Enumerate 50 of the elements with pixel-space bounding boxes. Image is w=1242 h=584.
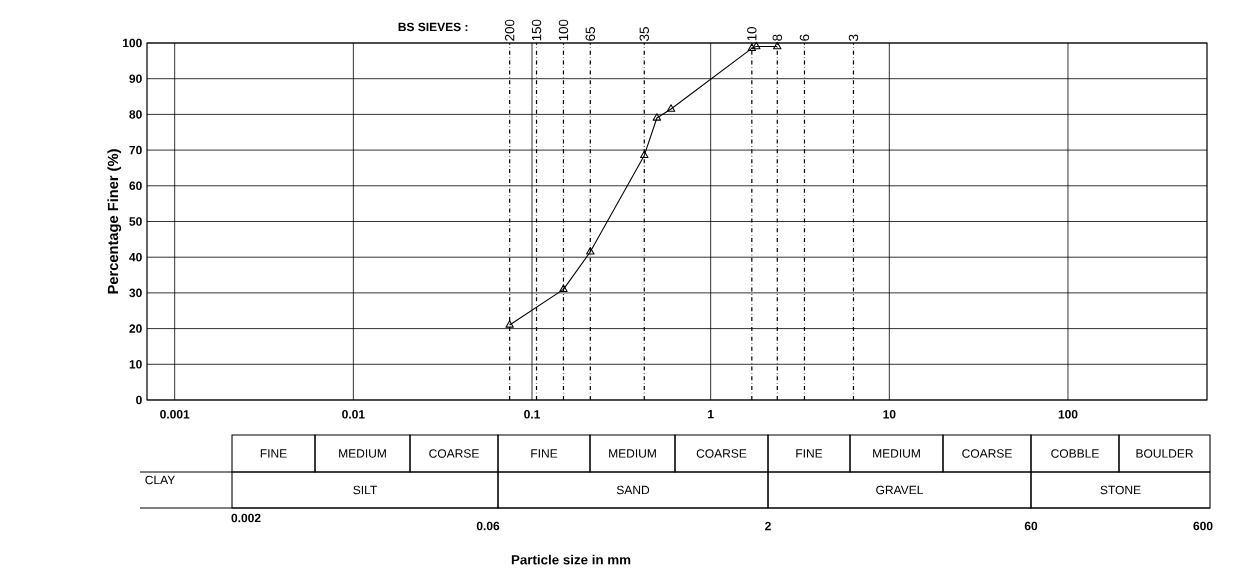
x-tick-label: 10	[883, 410, 896, 419]
x-tick-label: 0.01	[342, 410, 365, 419]
text: SILT	[353, 485, 377, 495]
text: SAND	[616, 485, 650, 495]
y-tick-label: 70	[129, 145, 142, 155]
annotation: 65	[585, 27, 596, 41]
annotation: 6	[799, 34, 810, 41]
text: COARSE	[429, 449, 479, 458]
text: COARSE	[696, 449, 747, 458]
text: COARSE	[962, 449, 1012, 458]
text: CLAY	[145, 475, 175, 485]
annotation: 10	[747, 27, 757, 41]
y-tick-label: 40	[129, 252, 142, 262]
text: FINE	[260, 449, 287, 458]
x-tick-label: 0.001	[160, 410, 190, 419]
text: 0.06	[476, 521, 500, 531]
text: BS SIEVES :	[398, 22, 468, 32]
y-tick-label: 10	[129, 360, 142, 369]
x-tick-label: 1	[708, 410, 714, 419]
text: MEDIUM	[873, 449, 920, 458]
y-tick-label: 90	[129, 74, 142, 83]
x-axis-title: Particle size in mm	[511, 554, 631, 565]
annotation: 3	[848, 34, 859, 41]
y-tick-label: 80	[129, 110, 142, 119]
annotation: 200	[504, 19, 515, 41]
text: 0.002	[231, 513, 261, 523]
text: FINE	[796, 449, 823, 458]
text: STONE	[1100, 485, 1141, 495]
text: FINE	[531, 449, 558, 458]
y-tick-label: 60	[129, 181, 142, 191]
text: 2	[765, 521, 771, 531]
y-tick-label: 0	[136, 395, 142, 405]
y-tick-label: 100	[123, 38, 142, 48]
text: MEDIUM	[339, 449, 386, 458]
x-tick-label: 100	[1058, 410, 1078, 419]
text: COBBLE	[1051, 449, 1099, 458]
text: GRAVEL	[876, 485, 923, 495]
annotation: 35	[639, 27, 649, 41]
text: 600	[1193, 521, 1213, 531]
annotation: 100	[558, 19, 569, 41]
text: 60	[1024, 521, 1038, 531]
y-tick-label: 50	[129, 217, 142, 226]
y-tick-label: 30	[129, 288, 142, 298]
text: BOULDER	[1136, 449, 1193, 458]
y-tick-label: 20	[129, 324, 142, 333]
x-tick-label: 0.1	[524, 410, 541, 419]
annotation: 8	[772, 34, 782, 41]
y-axis-title: Percentage Finer (%)	[107, 149, 122, 294]
text: MEDIUM	[609, 449, 656, 458]
annotation: 150	[531, 19, 542, 41]
